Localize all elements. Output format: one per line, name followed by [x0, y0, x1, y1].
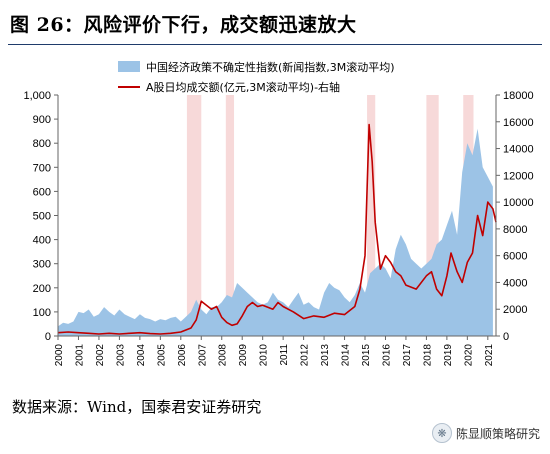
x-tick-label: 2015: [361, 344, 372, 367]
legend-label-area: 中国经济政策不确定性指数(新闻指数,3M滚动平均): [146, 60, 395, 74]
left-tick-label: 500: [33, 211, 51, 223]
figure-title: 图 26：风险评价下行，成交额迅速放大: [10, 14, 357, 36]
x-tick-label: 2003: [115, 344, 126, 367]
title-divider: [8, 44, 542, 45]
x-tick-label: 2009: [238, 344, 249, 367]
x-tick-label: 2011: [279, 344, 290, 366]
right-tick-label: 10000: [503, 197, 534, 209]
x-tick-label: 2006: [177, 344, 188, 367]
right-tick-label: 2000: [503, 304, 527, 316]
shaded-period-1: [225, 95, 235, 336]
axes: 01002003004005006007008009001,0000200040…: [23, 90, 533, 366]
x-tick-label: 2020: [463, 344, 474, 367]
right-tick-label: 0: [503, 331, 509, 343]
figure-title-bar: 图 26：风险评价下行，成交额迅速放大: [0, 0, 550, 45]
source-note: 数据来源：Wind，国泰君安证券研究: [12, 398, 262, 416]
shaded-period-2: [367, 95, 376, 336]
left-tick-label: 600: [33, 186, 51, 198]
left-tick-label: 0: [45, 331, 51, 343]
left-tick-label: 900: [33, 114, 51, 126]
x-tick-label: 2019: [443, 344, 454, 367]
x-tick-label: 2021: [484, 344, 495, 367]
wechat-icon: ❋: [431, 423, 452, 443]
uncertainty-turnover-chart: 01002003004005006007008009001,0000200040…: [23, 60, 533, 366]
legend-label-line: A股日均成交额(亿元,3M滚动平均)-右轴: [146, 80, 340, 94]
x-tick-label: 2014: [341, 344, 352, 367]
x-tick-label: 2001: [74, 344, 85, 367]
left-tick-label: 300: [33, 259, 51, 271]
shaded-period-0: [186, 95, 202, 336]
x-tick-label: 2013: [320, 344, 331, 367]
x-tick-label: 2017: [402, 344, 413, 367]
left-tick-label: 100: [33, 307, 51, 319]
right-tick-label: 8000: [503, 224, 527, 236]
left-tick-label: 200: [33, 283, 51, 295]
right-tick-label: 12000: [503, 170, 534, 182]
x-tick-label: 2002: [95, 344, 106, 367]
watermark-text: 陈显顺策略研究: [455, 426, 540, 441]
line-series-layer: [57, 123, 497, 335]
x-tick-label: 2018: [422, 344, 433, 367]
x-tick-label: 2004: [136, 344, 147, 367]
area-series-uncertainty: [58, 128, 493, 336]
legend: 中国经济政策不确定性指数(新闻指数,3M滚动平均) A股日均成交额(亿元,3M滚动…: [118, 60, 395, 94]
legend-swatch-area: [118, 61, 140, 72]
left-tick-label: 700: [33, 162, 51, 174]
x-tick-label: 2010: [259, 344, 270, 367]
x-tick-label: 2016: [381, 344, 392, 367]
left-tick-label: 800: [33, 138, 51, 150]
right-tick-label: 6000: [503, 251, 527, 263]
x-tick-label: 2000: [54, 344, 65, 367]
right-tick-label: 16000: [503, 117, 534, 129]
watermark: ❋ 陈显顺策略研究: [431, 422, 540, 444]
right-tick-label: 14000: [503, 144, 534, 156]
right-tick-label: 18000: [503, 90, 534, 102]
x-tick-label: 2008: [218, 344, 229, 367]
x-tick-label: 2005: [156, 344, 167, 367]
right-tick-label: 4000: [503, 277, 527, 289]
area-series-layer: [58, 128, 493, 336]
x-tick-label: 2007: [197, 344, 208, 367]
left-tick-label: 400: [33, 235, 51, 247]
left-tick-label: 1,000: [23, 90, 51, 102]
line-series-turnover: [57, 123, 497, 335]
x-tick-label: 2012: [300, 344, 311, 367]
